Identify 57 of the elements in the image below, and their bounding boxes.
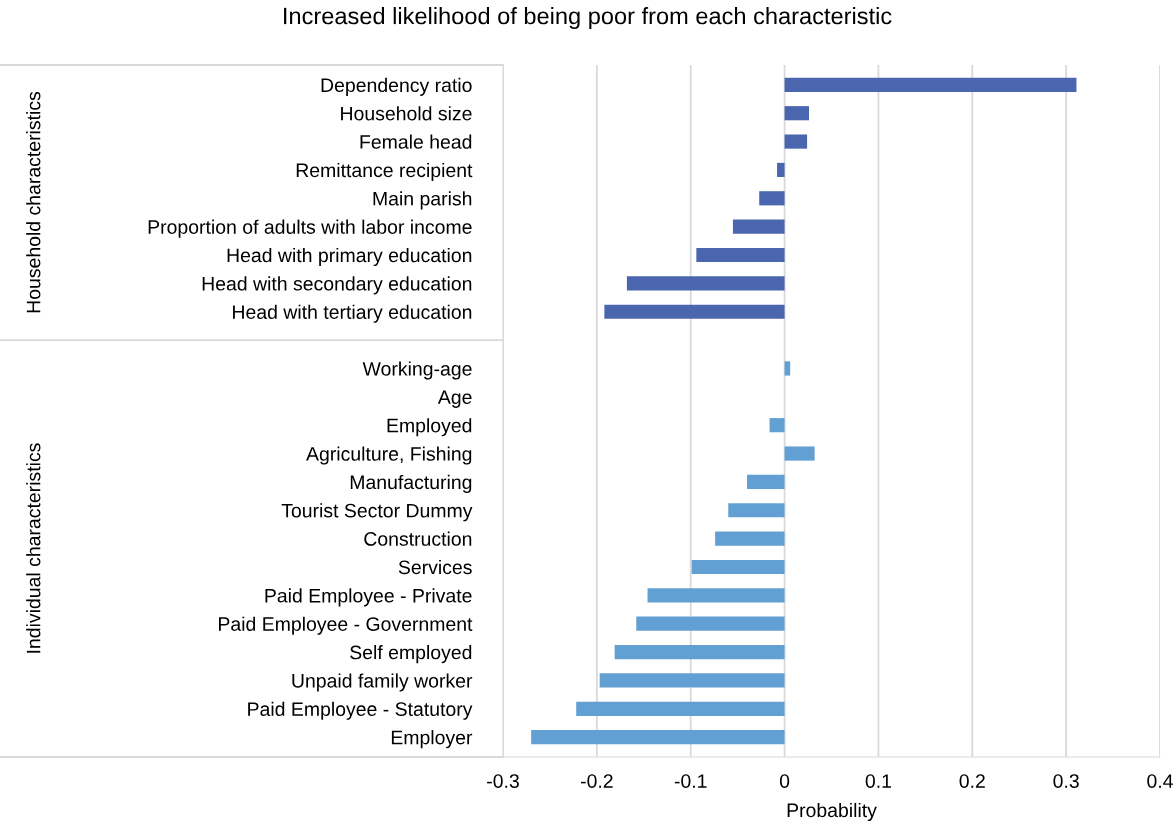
bar [747, 474, 785, 489]
bar [784, 134, 808, 149]
x-tick-label: 0.3 [1053, 774, 1079, 788]
bar [599, 673, 785, 688]
chart-title: Increased likelihood of being poor from each characteristic [284, 7, 892, 29]
x-tick-label: 0.1 [865, 774, 891, 788]
bar [636, 616, 785, 631]
bar [715, 531, 785, 546]
bar [784, 106, 809, 121]
y-tick-label: Proportion of adults with labor income [148, 219, 472, 238]
text: Individual characteristics [26, 443, 41, 653]
y-tick-label: Tourist Sector Dummy [281, 503, 473, 522]
bar [759, 191, 785, 206]
x-tick-label: -0.2 [580, 774, 613, 788]
x-tick-label: 0.2 [959, 774, 985, 788]
y-tick-label: Head with primary education [227, 247, 472, 267]
bar [696, 247, 785, 263]
y-tick-label: Self employed [350, 645, 472, 664]
bar [784, 77, 1077, 92]
bar [691, 559, 785, 575]
bar [769, 418, 785, 433]
y-tick-label: Paid Employee - Statutory [248, 701, 473, 720]
bar [728, 503, 785, 518]
y-tick-label: Working-age [362, 361, 472, 380]
y-tick-label: Employed [387, 418, 472, 437]
y-tick-label: Female head [360, 134, 472, 149]
y-tick-label: Paid Employee - Government [219, 616, 473, 635]
x-tick-label: -0.3 [487, 774, 519, 788]
y-tick-label: Head with secondary education [202, 276, 472, 295]
bar [777, 162, 785, 178]
y-tick-label: Services [398, 559, 472, 575]
bar [614, 644, 785, 660]
y-tick-label: Employer [391, 730, 473, 749]
y-tick-label: Dependency ratio [321, 77, 472, 96]
y-tick-label: Paid Employee - Private [265, 588, 472, 607]
x-tick-label: 0 [779, 774, 790, 788]
y-tick-label: Remittance recipient [296, 162, 473, 182]
x-axis-title: Probability [787, 802, 877, 822]
bar [604, 304, 785, 319]
bar [626, 276, 785, 291]
y-tick-label: Age [437, 390, 472, 408]
bar [647, 588, 785, 603]
bar [784, 361, 791, 376]
y-tick-label: Head with tertiary education [233, 304, 472, 323]
y-tick-label: Household size [341, 106, 472, 121]
y-tick-label: Unpaid family worker [292, 673, 473, 692]
bar [576, 701, 785, 716]
bar [531, 730, 785, 745]
y-tick-label: Manufacturing [350, 474, 472, 493]
y-tick-label: Main parish [373, 191, 472, 210]
y-tick-label: Construction [364, 531, 472, 546]
text: Household characteristics [26, 91, 41, 313]
x-tick-label: -0.1 [674, 774, 707, 788]
y-tick-label: Agriculture, Fishing [306, 446, 472, 465]
bar [732, 219, 785, 234]
x-tick-label: 0.4 [1147, 774, 1173, 788]
bar [784, 446, 815, 461]
